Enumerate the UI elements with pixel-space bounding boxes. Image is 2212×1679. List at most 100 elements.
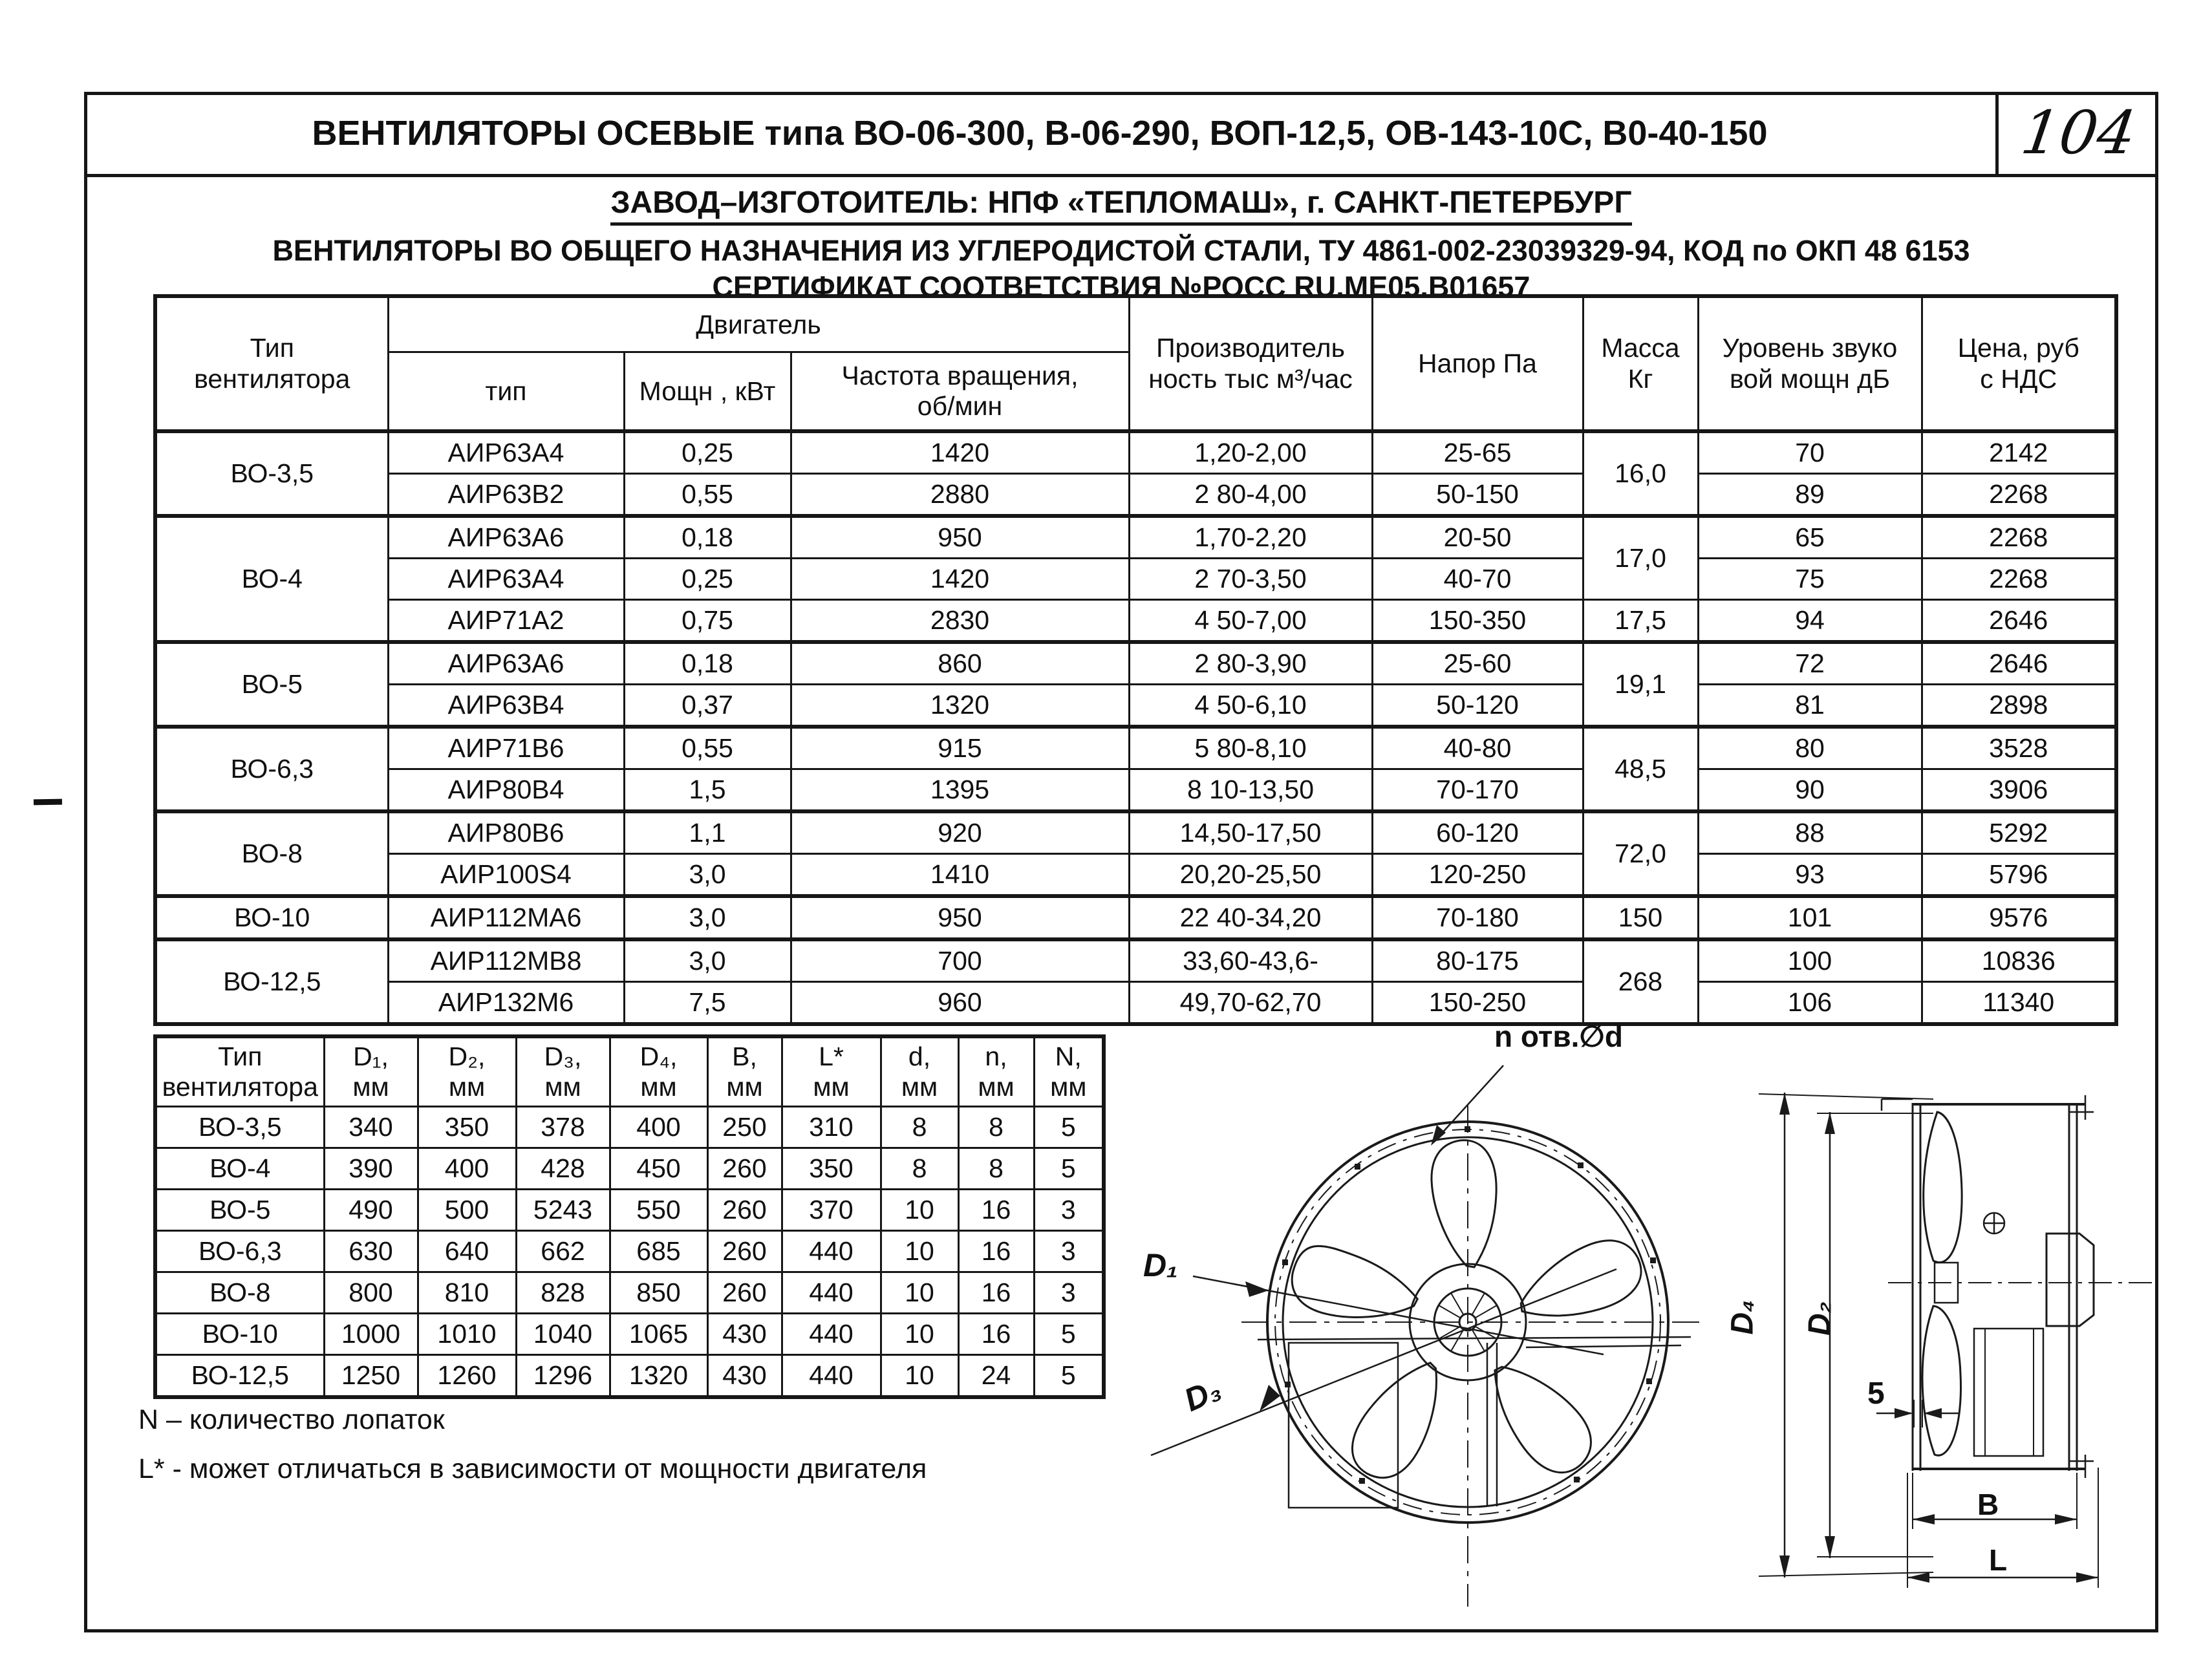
- price-cell: 3906: [1920, 768, 2118, 813]
- pressure-cell: 25-60: [1371, 640, 1584, 685]
- dim-value-cell: 260: [706, 1147, 783, 1190]
- mass-cell: 268: [1582, 937, 1699, 1025]
- power-cell: 0,55: [623, 473, 792, 517]
- col-header-mass: Масса Кг: [1582, 295, 1699, 433]
- power-cell: 0,55: [623, 725, 792, 770]
- col-header-motor-type: тип: [387, 351, 625, 433]
- capacity-cell: 49,70-62,70: [1128, 981, 1373, 1025]
- fan-type-cell: ВО-12,5: [154, 937, 389, 1025]
- dim-value-cell: 390: [323, 1147, 419, 1190]
- dim-row: ВО-6,3 630 640 662 685 260 440 10 16 3: [154, 1230, 1105, 1273]
- rpm-cell: 2830: [789, 599, 1130, 643]
- dim-col-header: D₄, мм: [608, 1035, 709, 1107]
- dim-value-cell: 10: [879, 1271, 960, 1314]
- dim-value-cell: 340: [323, 1106, 419, 1149]
- dim-value-cell: 400: [608, 1106, 709, 1149]
- fan-type-cell: ВО-3,5: [154, 429, 389, 517]
- pressure-cell: 50-150: [1371, 473, 1584, 517]
- dim-label-l: L: [1989, 1543, 2008, 1577]
- dim-value-cell: 685: [608, 1230, 709, 1273]
- holes-callout-label: n отв.∅d: [1494, 1020, 1623, 1053]
- col-header-motor-group: Двигатель: [387, 295, 1130, 353]
- dim-value-cell: 1010: [416, 1312, 517, 1356]
- dim-value-cell: 440: [780, 1230, 882, 1273]
- capacity-cell: 2 80-4,00: [1128, 473, 1373, 517]
- dimensions-table: Тип вентилятора D₁, мм D₂, мм D₃, мм D₄, мм B, мм…: [153, 1034, 1106, 1399]
- dim-value-cell: 500: [416, 1188, 517, 1232]
- mass-cell: 16,0: [1582, 429, 1699, 517]
- dim-value-cell: 400: [416, 1147, 517, 1190]
- noise-cell: 75: [1697, 557, 1923, 601]
- dim-col-header: D₁, мм: [323, 1035, 419, 1107]
- rpm-cell: 915: [789, 725, 1130, 770]
- dim-value-cell: 378: [515, 1106, 611, 1149]
- position-marker: [1982, 1212, 2006, 1235]
- scan-artifact-dash: [33, 798, 63, 806]
- motor-type-cell: АИР63А4: [387, 557, 625, 601]
- capacity-cell: 1,70-2,20: [1128, 514, 1373, 559]
- motor-type-cell: АИР112МВ8: [387, 937, 625, 983]
- dim-value-cell: 1320: [608, 1354, 709, 1398]
- dim-value-cell: 430: [706, 1354, 783, 1398]
- col-header-noise: Уровень звуко вой мощн дБ: [1697, 295, 1923, 433]
- dim-value-cell: 370: [780, 1188, 882, 1232]
- noise-cell: 70: [1697, 429, 1923, 475]
- spec-row: ВО-3,5 АИР63А4 0,25 1420 1,20-2,00 25-65 16,0 7…: [154, 429, 2118, 517]
- noise-cell: 94: [1697, 599, 1923, 643]
- dim-value-cell: 1000: [323, 1312, 419, 1356]
- motor-type-cell: АИР71А2: [387, 599, 625, 643]
- dim-value-cell: 8: [957, 1106, 1035, 1149]
- dim-value-cell: 260: [706, 1271, 783, 1314]
- fan-type-cell: ВО-10: [154, 1312, 325, 1356]
- capacity-cell: 14,50-17,50: [1128, 809, 1373, 855]
- price-cell: 2646: [1920, 640, 2118, 685]
- fan-front-view-drawing: [1150, 1065, 1707, 1607]
- power-cell: 0,37: [623, 683, 792, 728]
- power-cell: 0,18: [623, 514, 792, 559]
- dim-value-cell: 1040: [515, 1312, 611, 1356]
- spec-row: АИР71А2 0,75 2830 4 50-7,00 150-350 17,5 94 264…: [155, 599, 2118, 643]
- dim-label-5: 5: [1867, 1376, 1885, 1411]
- price-cell: 10836: [1920, 937, 2118, 983]
- rpm-cell: 950: [789, 894, 1130, 941]
- page-frame: [84, 92, 2158, 1632]
- pressure-cell: 70-180: [1371, 894, 1584, 941]
- dim-value-cell: 260: [706, 1188, 783, 1232]
- rpm-cell: 920: [789, 809, 1130, 855]
- col-header-price: Цена, руб с НДС: [1920, 295, 2118, 433]
- dim-value-cell: 8: [879, 1147, 960, 1190]
- dim-value-cell: 850: [608, 1271, 709, 1314]
- capacity-cell: 33,60-43,6-: [1128, 937, 1373, 983]
- dim-value-cell: 250: [706, 1106, 783, 1149]
- motor-type-cell: АИР112МА6: [387, 894, 625, 941]
- power-cell: 7,5: [623, 981, 792, 1025]
- motor-type-cell: АИР80В6: [387, 809, 625, 855]
- dim-col-header: d, мм: [879, 1035, 960, 1107]
- page-number-box: 104: [1995, 92, 2158, 177]
- dim-col-header: B, мм: [706, 1035, 783, 1107]
- rpm-cell: 1420: [789, 429, 1130, 475]
- noise-cell: 90: [1697, 768, 1923, 813]
- dim-value-cell: 310: [780, 1106, 882, 1149]
- dim-label-d1: D₁: [1143, 1247, 1178, 1283]
- capacity-cell: 22 40-34,20: [1128, 894, 1373, 941]
- capacity-cell: 2 80-3,90: [1128, 640, 1373, 685]
- motor-type-cell: АИР71В6: [387, 725, 625, 770]
- noise-cell: 100: [1697, 937, 1923, 983]
- col-header-fan-type: Тип вентилятора: [154, 295, 389, 433]
- mass-cell: 17,5: [1582, 599, 1699, 643]
- rpm-cell: 960: [789, 981, 1130, 1025]
- noise-cell: 93: [1697, 853, 1923, 897]
- motor-type-cell: АИР63А6: [387, 514, 625, 559]
- fan-type-cell: ВО-6,3: [154, 1230, 325, 1273]
- dim-row: ВО-10 1000 1010 1040 1065 430 440 10 16 5: [154, 1312, 1105, 1356]
- motor-type-cell: АИР63А6: [387, 640, 625, 685]
- page-number: 104: [2017, 98, 2140, 167]
- power-cell: 1,1: [623, 809, 792, 855]
- col-header-capacity: Производитель ность тыс м³/час: [1128, 295, 1373, 433]
- dim-value-cell: 16: [957, 1230, 1035, 1273]
- motor-type-cell: АИР63В2: [387, 473, 625, 517]
- price-cell: 3528: [1920, 725, 2118, 770]
- dim-value-cell: 5: [1033, 1354, 1105, 1398]
- dim-value-cell: 3: [1033, 1271, 1105, 1314]
